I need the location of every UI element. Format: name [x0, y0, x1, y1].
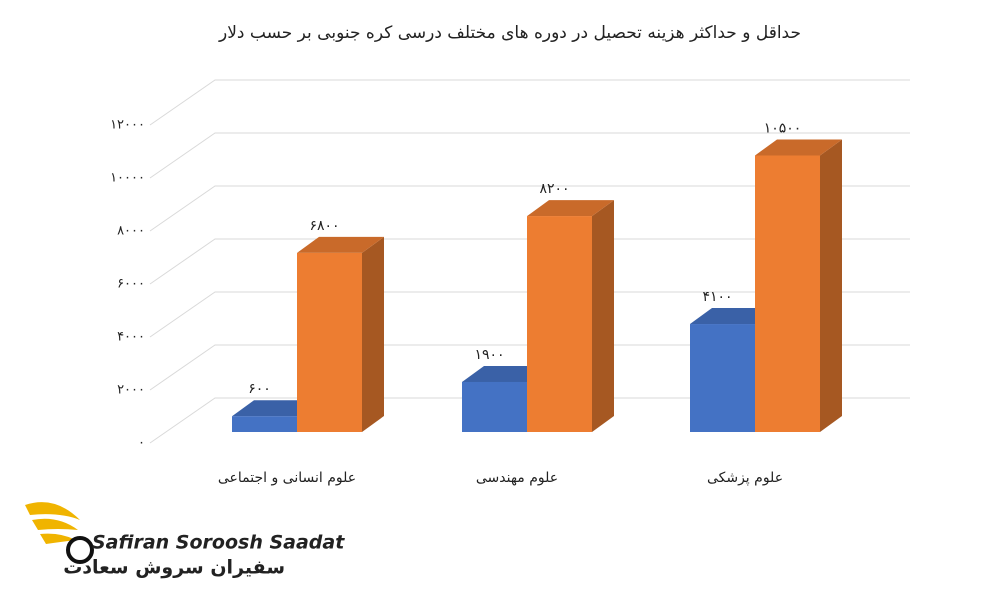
grid-line [149, 238, 910, 285]
data-label: ۴۱۰۰ [702, 289, 732, 305]
bar [297, 252, 362, 432]
bar [462, 381, 527, 432]
bar [527, 216, 592, 432]
bar-top [527, 200, 614, 217]
bar [755, 155, 820, 432]
bar-side [820, 139, 842, 432]
y-tick-label: ۸۰۰۰ [117, 224, 145, 239]
data-label: ۶۰۰ [248, 381, 271, 397]
x-tick-label: علوم پزشکی [707, 470, 783, 486]
y-tick-label: ۲۰۰۰ [117, 383, 145, 398]
data-label: ۸۲۰۰ [539, 181, 569, 197]
y-tick-label: ۶۰۰۰ [117, 277, 145, 292]
grid-line [149, 79, 910, 126]
grid-line [149, 291, 910, 338]
y-tick-label: ۱۰۰۰۰ [110, 171, 145, 186]
data-label: ۱۰۵۰۰ [764, 121, 802, 137]
grid-line [149, 185, 910, 232]
logo-wing [25, 502, 80, 544]
y-tick-label: ۴۰۰۰ [117, 330, 145, 345]
logo-persian: سفیران سروش سعادت [63, 557, 285, 579]
y-tick-label: ۱۲۰۰۰ [110, 118, 145, 133]
logo: Safiran Soroosh Saadat سفیران سروش سعادت [25, 502, 345, 579]
data-label: ۱۹۰۰ [474, 347, 504, 363]
grid-line [149, 344, 910, 391]
x-tick-label: علوم مهندسی [476, 470, 558, 486]
y-tick-label: ۰ [138, 436, 145, 451]
logo-mark [66, 536, 94, 564]
grid-line [149, 132, 910, 179]
bar-side [592, 200, 614, 432]
chart-title: حداقل و حداکثر هزینه تحصیل در دوره های م… [218, 23, 801, 43]
bar-top [755, 139, 842, 156]
bar-side [362, 236, 384, 432]
bar [232, 416, 297, 432]
logo-latin: Safiran Soroosh Saadat [92, 532, 345, 554]
x-tick-label: علوم انسانی و اجتماعی [218, 470, 356, 486]
grid-line [149, 397, 910, 444]
bar-top [297, 236, 384, 253]
data-label: ۶۸۰۰ [309, 218, 339, 234]
bar [690, 324, 755, 432]
